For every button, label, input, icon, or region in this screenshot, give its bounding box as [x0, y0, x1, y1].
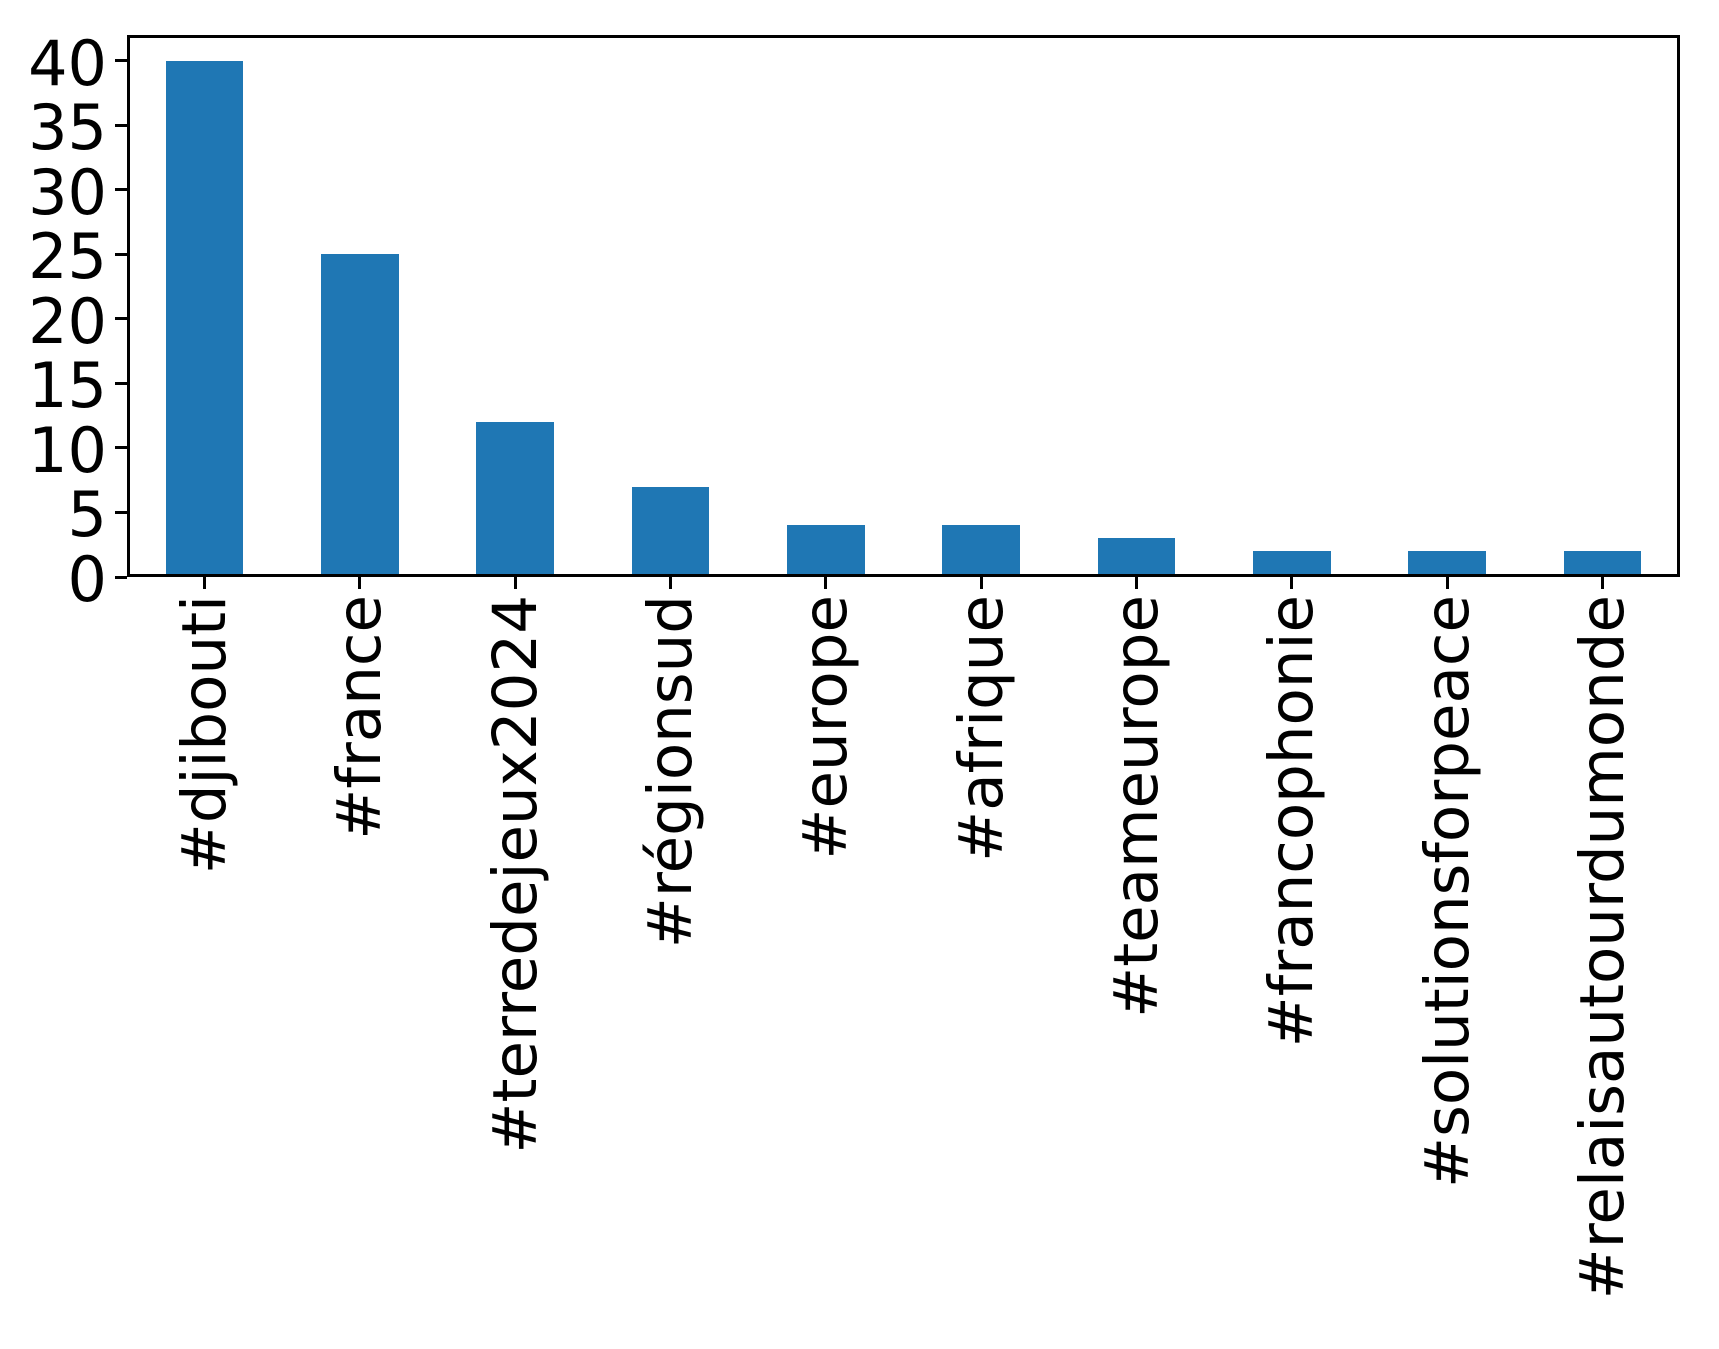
x-tick-label: #terredejeux2024	[479, 595, 551, 1154]
bar	[787, 525, 865, 577]
y-tick-label: 25	[28, 220, 107, 294]
x-tick-mark	[1290, 577, 1294, 589]
x-tick-label: #régionsud	[635, 595, 707, 949]
x-tick-label: #solutionsforpeace	[1411, 595, 1483, 1189]
y-tick-mark	[115, 381, 127, 385]
bar	[1097, 538, 1176, 577]
y-tick-label: 35	[28, 91, 107, 165]
x-tick-label: #afrique	[945, 595, 1017, 862]
x-tick-mark	[1600, 577, 1604, 589]
x-tick-label: #teameurope	[1100, 595, 1172, 1018]
x-tick-mark	[358, 577, 362, 589]
x-tick-mark	[203, 577, 207, 589]
y-tick-mark	[115, 317, 127, 321]
y-tick-mark	[115, 188, 127, 192]
bar	[1252, 551, 1331, 577]
y-tick-label: 20	[28, 284, 107, 358]
y-tick-label: 15	[28, 349, 107, 423]
x-tick-label: #relaisautourdumonde	[1566, 595, 1638, 1300]
x-tick-mark	[1134, 577, 1138, 589]
y-tick-label: 40	[28, 26, 107, 100]
x-tick-label: #europe	[790, 595, 862, 860]
y-tick-mark	[115, 252, 127, 256]
x-tick-label: #djibouti	[169, 595, 241, 875]
y-tick-label: 0	[67, 543, 107, 617]
x-tick-mark	[979, 577, 983, 589]
bar	[942, 525, 1020, 577]
x-tick-mark	[824, 577, 828, 589]
y-tick-label: 5	[67, 478, 107, 552]
y-tick-mark	[115, 575, 127, 579]
y-tick-mark	[115, 59, 127, 63]
bar	[1563, 551, 1642, 577]
y-tick-mark	[115, 123, 127, 127]
x-tick-label: #francophonie	[1256, 595, 1328, 1048]
bar	[476, 422, 555, 577]
y-tick-label: 30	[28, 155, 107, 229]
y-tick-mark	[115, 510, 127, 514]
x-tick-mark	[1445, 577, 1449, 589]
y-tick-mark	[115, 446, 127, 450]
bar	[631, 486, 710, 577]
x-tick-mark	[669, 577, 673, 589]
x-tick-label: #france	[324, 595, 396, 840]
y-tick-label: 10	[28, 414, 107, 488]
bar	[1408, 551, 1486, 577]
x-tick-mark	[513, 577, 517, 589]
bar	[165, 60, 244, 577]
bar	[321, 254, 399, 577]
